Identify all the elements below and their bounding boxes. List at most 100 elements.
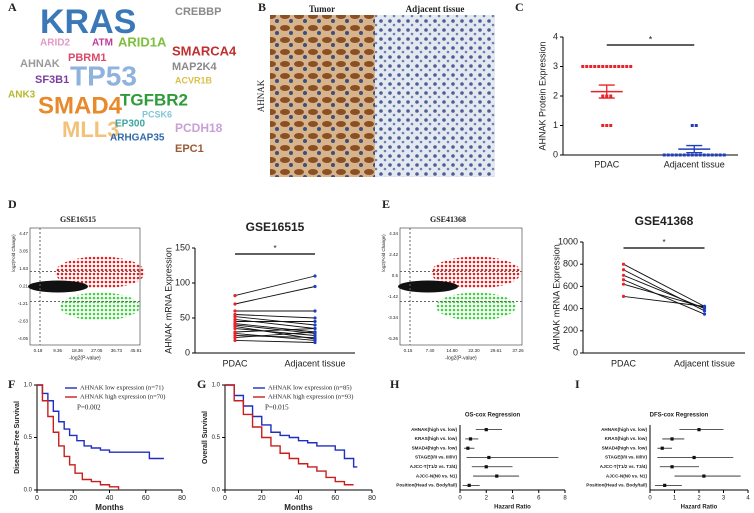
pair-line [234, 314, 316, 319]
y-tick-label: 1000 [558, 236, 578, 246]
sem-bar [686, 144, 703, 154]
y-tick-label: -3.34 [388, 315, 399, 320]
x-tick-label: 0 [648, 496, 652, 502]
volcano-title: GSE16515 [60, 215, 96, 224]
sem-bar [598, 84, 615, 99]
point [621, 294, 626, 298]
x-axis-label: Months [284, 503, 313, 512]
point [710, 153, 714, 157]
y-tick-label: -4.05 [18, 336, 29, 341]
y-tick-label: 0.5 [24, 435, 33, 441]
x-tick-label: 29.61 [490, 348, 502, 353]
point [621, 65, 625, 68]
volcano-core [28, 280, 88, 293]
survival-curve [37, 384, 164, 460]
y-tick-label: -1.21 [18, 301, 29, 306]
survival-curve [37, 384, 120, 490]
point [674, 153, 678, 157]
x-tick-label: 40 [295, 495, 303, 502]
y-tick-label: -2.63 [18, 319, 29, 324]
y-tick-label: 4.47 [19, 231, 28, 236]
point [601, 124, 605, 127]
point [313, 309, 317, 313]
x-tick-label: 4 [511, 496, 515, 502]
row-label: AHNAK(high vs. low) [411, 427, 457, 432]
point [621, 282, 626, 286]
point [694, 153, 698, 157]
x-tick-label: Adjacent tissue [664, 159, 725, 169]
y-tick-label: 0.21 [19, 284, 28, 289]
pair-line [234, 328, 316, 336]
point [678, 153, 682, 157]
hazard-ratio [670, 465, 674, 469]
volcano-up-cloud [431, 256, 521, 289]
adjacent-image [375, 15, 495, 177]
x-tick-label: PDAC [594, 159, 620, 169]
x-tick-label: 60 [331, 495, 339, 502]
survival-curve [225, 384, 358, 468]
pair-line [234, 331, 316, 339]
point [694, 124, 698, 127]
point [313, 316, 317, 320]
x-tick-label: 2 [697, 496, 701, 502]
y-tick-label: 0 [573, 347, 578, 357]
point [621, 278, 626, 282]
x-tick-label: 4 [746, 496, 750, 502]
y-tick-label: 1 [553, 120, 558, 130]
word: ARID1A [118, 34, 167, 49]
point [609, 94, 613, 98]
point [662, 153, 666, 157]
point [605, 65, 609, 68]
volcano-down-cloud [60, 292, 140, 321]
point [605, 124, 609, 127]
row-label: AJCC-T(T1/2 vs. T3/4) [410, 464, 458, 469]
point [585, 65, 589, 68]
point [313, 323, 317, 327]
point [698, 153, 702, 157]
word: AHNAK [20, 58, 60, 70]
x-tick-label: PDAC [222, 358, 248, 368]
row-label: STAGE(I/II vs. III/IV) [415, 455, 458, 460]
pair-line [623, 263, 705, 307]
x-tick-label: 0 [35, 495, 39, 502]
chart-title: GSE41368 [635, 214, 694, 228]
p-value: P=0.002 [77, 404, 101, 412]
pair-line [234, 339, 316, 343]
y-tick-label: 0.5 [392, 273, 399, 278]
row-label: AJCC-N(N0 vs. N1) [416, 473, 458, 478]
x-tick-label: 2 [485, 496, 489, 502]
x-tick-label: 27.05 [91, 348, 103, 353]
row-label: STAGE(I/II vs. III/IV) [605, 455, 648, 460]
y-tick-label: 3 [553, 61, 558, 71]
x-tick-label: 0 [458, 496, 462, 502]
survival-curve [225, 384, 354, 486]
point [313, 284, 317, 289]
hazard-ratio [466, 446, 470, 450]
point [233, 302, 237, 306]
image-label: Adjacent tissue [406, 4, 465, 14]
x-axis-label: -log2(P-value) [69, 355, 101, 361]
x-tick-label: 0.15 [404, 348, 413, 353]
point [589, 65, 593, 68]
point [593, 65, 597, 68]
point [625, 65, 629, 68]
word: ACVR1B [175, 75, 213, 85]
point [597, 65, 601, 68]
point [682, 153, 686, 157]
y-tick-label: 4.34 [389, 231, 398, 236]
word: EP300 [115, 119, 145, 130]
p-value: P=0.015 [265, 404, 289, 412]
point [718, 153, 722, 157]
significance: * [273, 244, 276, 253]
point [313, 340, 317, 345]
x-tick-label: 18.36 [72, 348, 84, 353]
pair-line [234, 324, 316, 334]
panel-label: B [258, 0, 266, 14]
pair-line [234, 328, 316, 333]
x-tick-label: 3 [722, 496, 726, 502]
row-label: AJCC-N(N0 vs. N1) [606, 473, 648, 478]
x-tick-label: 0 [223, 495, 227, 502]
word: PBRM1 [68, 52, 107, 64]
panel-label: A [8, 0, 17, 14]
y-tick-label: 3.05 [19, 249, 28, 254]
